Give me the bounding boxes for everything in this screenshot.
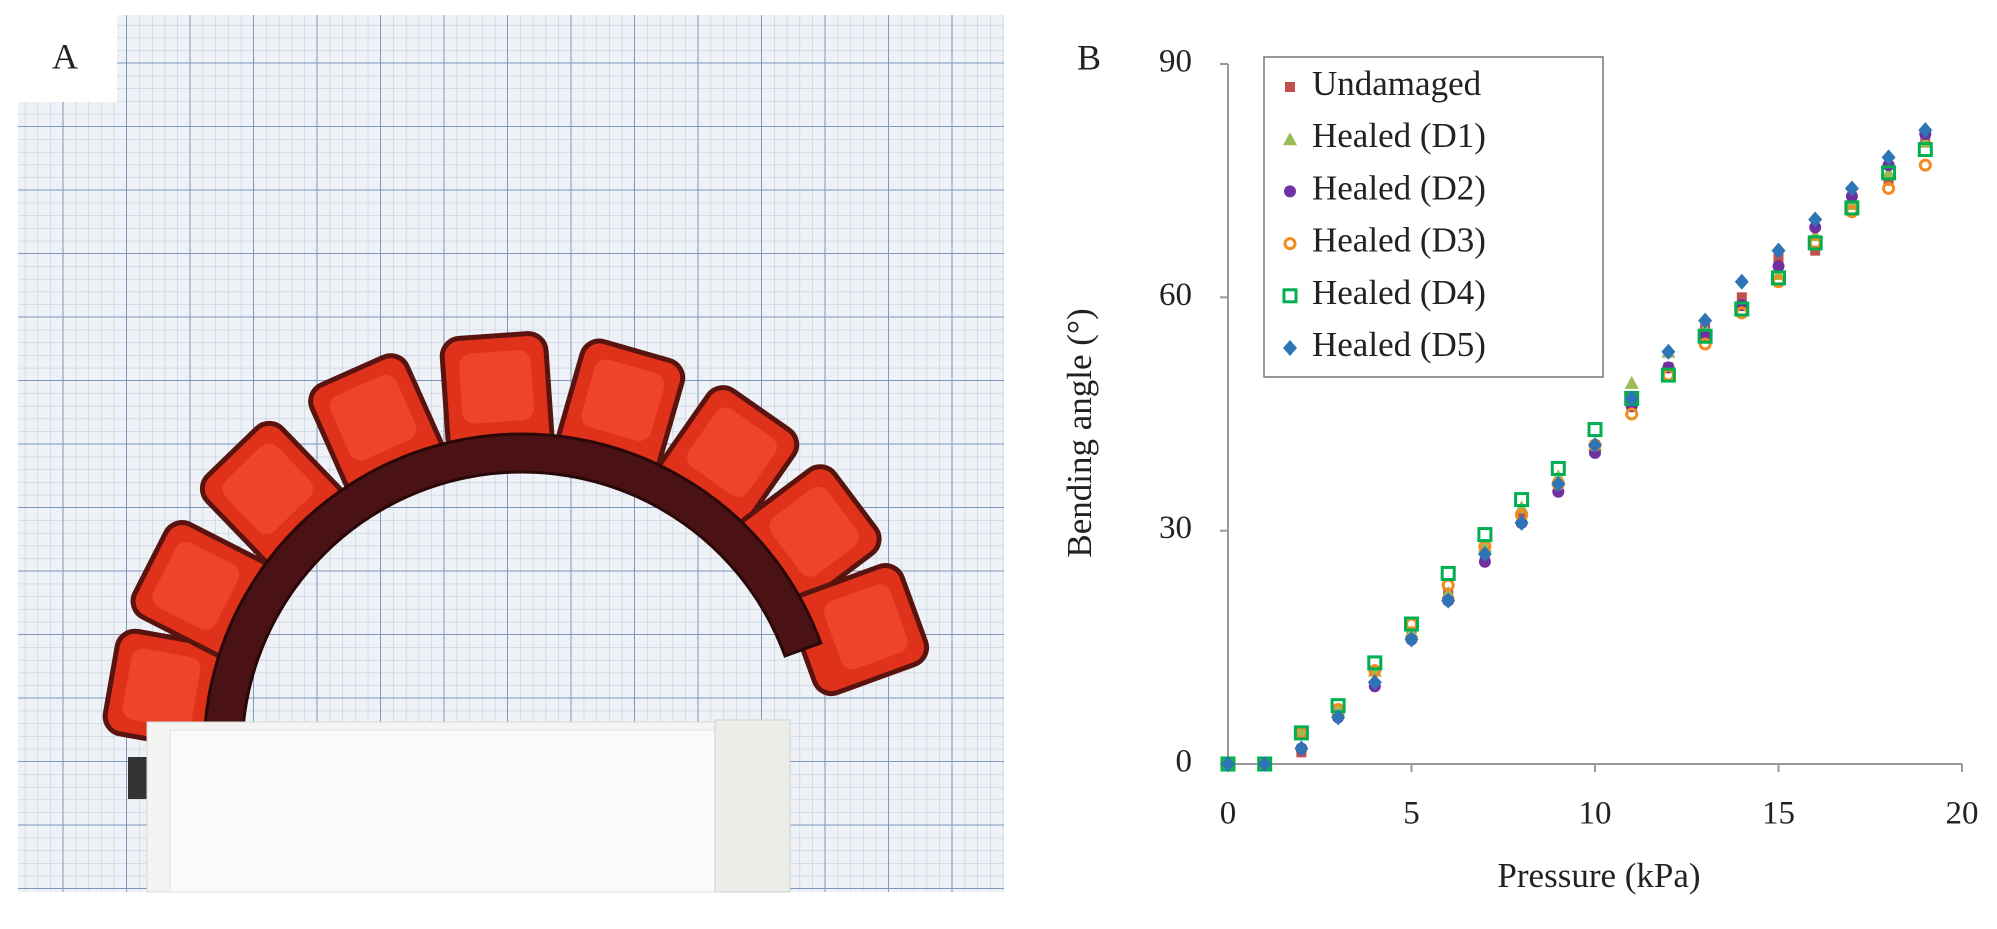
- x-tick-label: 20: [1946, 796, 1979, 832]
- chamber-face: [329, 374, 417, 461]
- marker: [1771, 242, 1786, 259]
- actuator-base: [202, 432, 823, 754]
- marker: [1404, 631, 1419, 648]
- marker: [1844, 180, 1859, 197]
- marker: [1257, 756, 1272, 772]
- marker: [1514, 492, 1530, 508]
- marker: [1810, 245, 1821, 256]
- marker: [1625, 407, 1639, 421]
- chamber-face: [152, 542, 240, 630]
- chamber-face: [581, 359, 665, 441]
- marker: [1734, 273, 1749, 290]
- chamber-face: [687, 407, 777, 497]
- legend-box: [1263, 56, 1604, 378]
- marker: [1285, 82, 1295, 92]
- marker: [1367, 655, 1383, 671]
- marker: [1881, 165, 1896, 179]
- marker: [1282, 288, 1298, 304]
- marker: [1698, 337, 1712, 351]
- actuator-chamber: [102, 628, 237, 751]
- y-axis-label: Bending angle (°): [1060, 308, 1099, 557]
- x-tick-label: 5: [1403, 796, 1420, 832]
- legend-label: Healed (D5): [1312, 325, 1486, 364]
- chamber-face: [824, 584, 908, 670]
- marker: [1772, 260, 1785, 273]
- marker: [1734, 301, 1750, 317]
- marker: [1917, 142, 1933, 158]
- x-tick-label: 15: [1762, 796, 1795, 832]
- marker: [1441, 585, 1456, 599]
- marker: [1587, 422, 1603, 438]
- marker: [1221, 756, 1235, 772]
- marker: [1844, 200, 1860, 216]
- marker: [1881, 149, 1896, 166]
- marker: [1736, 292, 1747, 303]
- panel-label: A: [52, 36, 78, 76]
- marker: [1661, 343, 1676, 360]
- marker: [1514, 514, 1529, 531]
- actuator-chamber: [787, 563, 930, 697]
- marker: [1441, 578, 1455, 592]
- chamber-face: [222, 443, 313, 534]
- photo: A: [18, 15, 1004, 893]
- y-tick-label: 30: [1159, 510, 1192, 546]
- marker: [1771, 270, 1786, 286]
- y-tick-label: 60: [1159, 277, 1192, 313]
- marker: [1441, 592, 1456, 609]
- marker: [1405, 617, 1418, 631]
- marker: [1294, 740, 1309, 757]
- marker: [1283, 340, 1297, 356]
- y-tick-label: 90: [1159, 44, 1192, 80]
- marker: [1283, 132, 1297, 146]
- marker: [1477, 546, 1492, 562]
- legend-label: Healed (D1): [1312, 116, 1486, 155]
- marker: [1918, 158, 1932, 172]
- marker: [1293, 725, 1309, 741]
- marker: [1624, 375, 1639, 389]
- panel-label: B: [1077, 37, 1101, 77]
- marker: [1698, 312, 1713, 329]
- chamber-face: [122, 648, 201, 729]
- marker: [1440, 565, 1456, 581]
- marker: [1918, 122, 1933, 139]
- marker: [1551, 476, 1566, 492]
- marker: [1283, 237, 1297, 251]
- marker: [1883, 175, 1894, 186]
- y-tick-label: 0: [1176, 744, 1193, 780]
- chamber-face: [769, 486, 860, 577]
- legend-label: Healed (D2): [1312, 168, 1486, 207]
- marker: [1588, 437, 1602, 454]
- chamber-face: [458, 350, 535, 424]
- x-axis-label: Pressure (kPa): [1497, 856, 1700, 895]
- marker: [1624, 390, 1639, 407]
- marker: [1808, 211, 1823, 228]
- marker: [1477, 527, 1493, 543]
- marker: [1697, 328, 1713, 344]
- x-tick-label: 10: [1579, 796, 1612, 832]
- marker: [1881, 165, 1897, 181]
- actuator: [102, 331, 930, 754]
- marker: [1808, 236, 1822, 250]
- marker: [1367, 674, 1382, 691]
- marker: [1661, 368, 1675, 382]
- marker: [1284, 185, 1296, 198]
- marker: [1404, 616, 1419, 632]
- marker: [1331, 709, 1346, 726]
- legend-label: Undamaged: [1312, 64, 1482, 103]
- legend-label: Healed (D3): [1312, 221, 1486, 260]
- marker: [1807, 235, 1823, 251]
- marker: [1660, 367, 1676, 383]
- legend-label: Healed (D4): [1312, 273, 1486, 312]
- x-tick-label: 0: [1220, 796, 1237, 832]
- marker: [1882, 181, 1896, 195]
- marker: [1550, 460, 1566, 476]
